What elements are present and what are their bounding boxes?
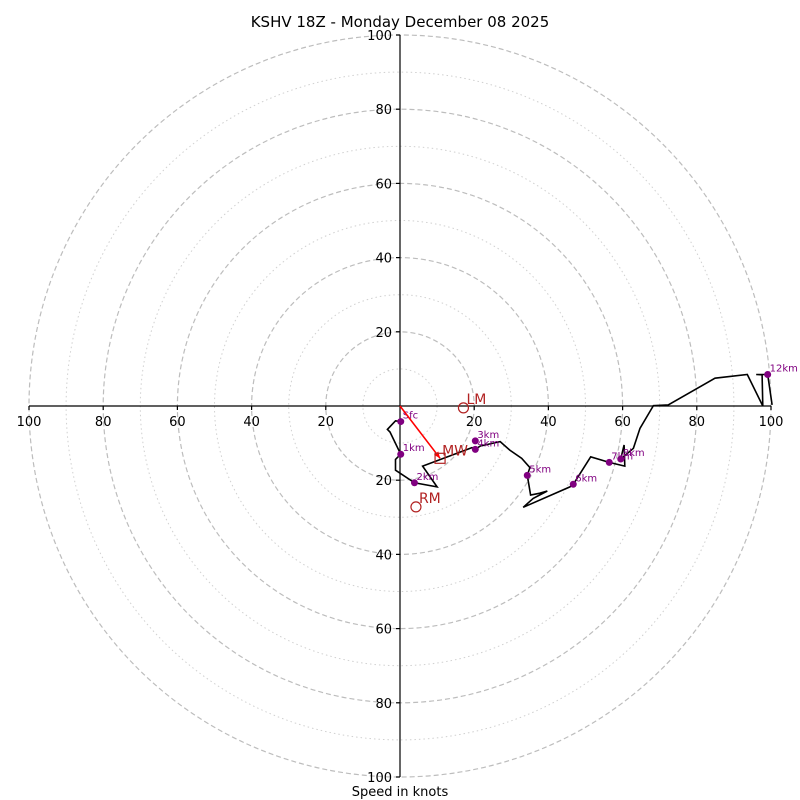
y-tick-label: 60 — [375, 623, 392, 638]
hodograph-series — [386, 373, 773, 509]
height-dot-3km — [471, 437, 479, 445]
x-tick-label: 80 — [95, 415, 112, 430]
x-tick-label: 80 — [689, 415, 706, 430]
height-label-5km: 5km — [529, 464, 551, 475]
height-dot-7km — [605, 458, 613, 466]
x-tick-label: 60 — [614, 415, 631, 430]
right-mover-label: RM — [419, 491, 441, 507]
height-label-6km: 6km — [575, 473, 597, 484]
x-tick-label: 100 — [17, 415, 42, 430]
x-tick-label: 60 — [169, 415, 186, 430]
y-tick-label: 20 — [375, 326, 392, 341]
height-dot-6km — [569, 480, 577, 488]
shear-vector-line — [399, 405, 441, 459]
tick-labels: 100 80 60 40 20 20 40 60 80 100 100 80 60 40 20 20 40 60 8… — [17, 29, 784, 786]
y-tick-label: 20 — [375, 474, 392, 489]
height-label-sfc: Sfc — [403, 411, 418, 422]
hodograph-line — [386, 373, 773, 509]
height-label-4km: 4km — [477, 438, 499, 449]
height-dot-5km — [523, 471, 531, 479]
left-mover-marker — [457, 402, 470, 414]
y-tick-label: 40 — [375, 548, 392, 563]
height-label-12km: 12km — [770, 363, 798, 374]
height-dot-4km — [471, 445, 479, 453]
x-tick-label: 20 — [466, 415, 483, 430]
height-dot-1km — [397, 450, 405, 458]
height-dot-8km — [617, 455, 625, 463]
x-axis-label: Speed in knots — [352, 785, 449, 800]
height-label-3km: 3km — [477, 430, 499, 441]
left-mover-label: LM — [466, 392, 486, 408]
y-tick-label: 80 — [375, 103, 392, 118]
y-tick-label: 100 — [367, 29, 392, 44]
height-label-1km: 1km — [403, 443, 425, 454]
y-tick-label: 80 — [375, 697, 392, 712]
y-tick-label: 60 — [375, 177, 392, 192]
height-dot-2km — [410, 479, 418, 487]
storm-motion-markers: MW LM RM — [399, 392, 486, 513]
x-tick-label: 40 — [243, 415, 260, 430]
x-tick-label: 40 — [540, 415, 557, 430]
mean-wind-label: MW — [442, 443, 468, 459]
height-dot-12km — [764, 370, 772, 378]
height-markers: Sfc1km2km3km4km5km6km7km8km12km — [397, 363, 798, 488]
x-tick-label: 20 — [318, 415, 335, 430]
y-tick-label: 100 — [367, 771, 392, 786]
y-tick-label: 40 — [375, 252, 392, 267]
chart-title: KSHV 18Z - Monday December 08 2025 — [251, 13, 550, 31]
right-mover-marker — [410, 501, 422, 513]
height-dot-sfc — [397, 418, 405, 426]
height-label-2km: 2km — [416, 472, 438, 483]
height-label-8km: 8km — [623, 448, 645, 459]
mean-wind-marker — [434, 452, 446, 464]
x-tick-label: 100 — [759, 415, 784, 430]
